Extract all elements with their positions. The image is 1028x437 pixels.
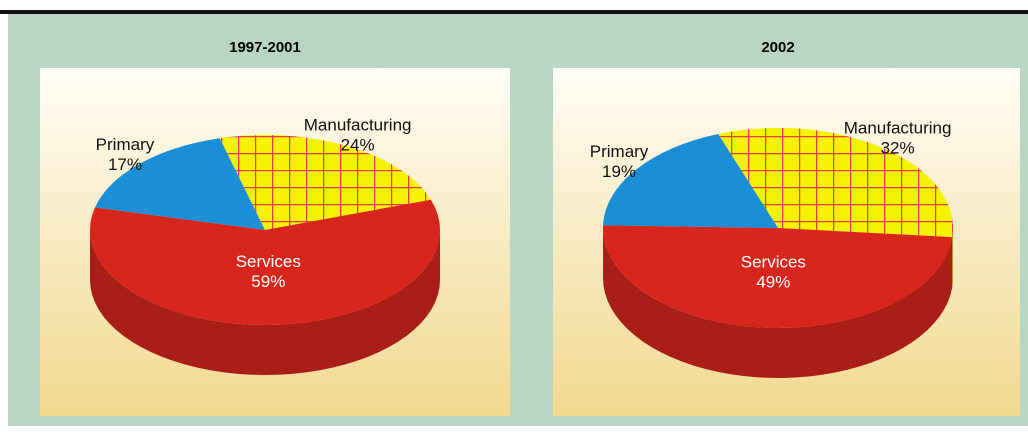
- slice-value-label: 49%: [756, 272, 790, 291]
- slice-side: [952, 228, 953, 288]
- chart-title: 1997-2001: [229, 39, 301, 56]
- slice-value-label: 32%: [881, 139, 915, 158]
- slice-value-label: 24%: [341, 136, 375, 155]
- chart-title: 2002: [761, 39, 794, 56]
- slice-value-label: 19%: [602, 162, 636, 181]
- slice-value-label: 17%: [108, 155, 142, 174]
- slice-label: Primary: [590, 142, 649, 161]
- pie-slice: [89, 199, 440, 326]
- pie-slice: [718, 127, 954, 238]
- pie-slice: [219, 135, 431, 230]
- slice-label: Primary: [96, 135, 155, 154]
- pie-slice: [603, 134, 778, 228]
- pie-slice: [95, 138, 265, 230]
- slice-label: Manufacturing: [304, 116, 412, 135]
- slice-label: Manufacturing: [844, 119, 952, 138]
- slice-label: Services: [741, 252, 806, 271]
- slice-label: Services: [236, 252, 301, 271]
- slice-side: [90, 230, 440, 375]
- pie-slice: [603, 225, 953, 329]
- slice-value-label: 59%: [251, 272, 285, 291]
- top-rule: [0, 10, 1028, 14]
- slice-side: [603, 228, 953, 378]
